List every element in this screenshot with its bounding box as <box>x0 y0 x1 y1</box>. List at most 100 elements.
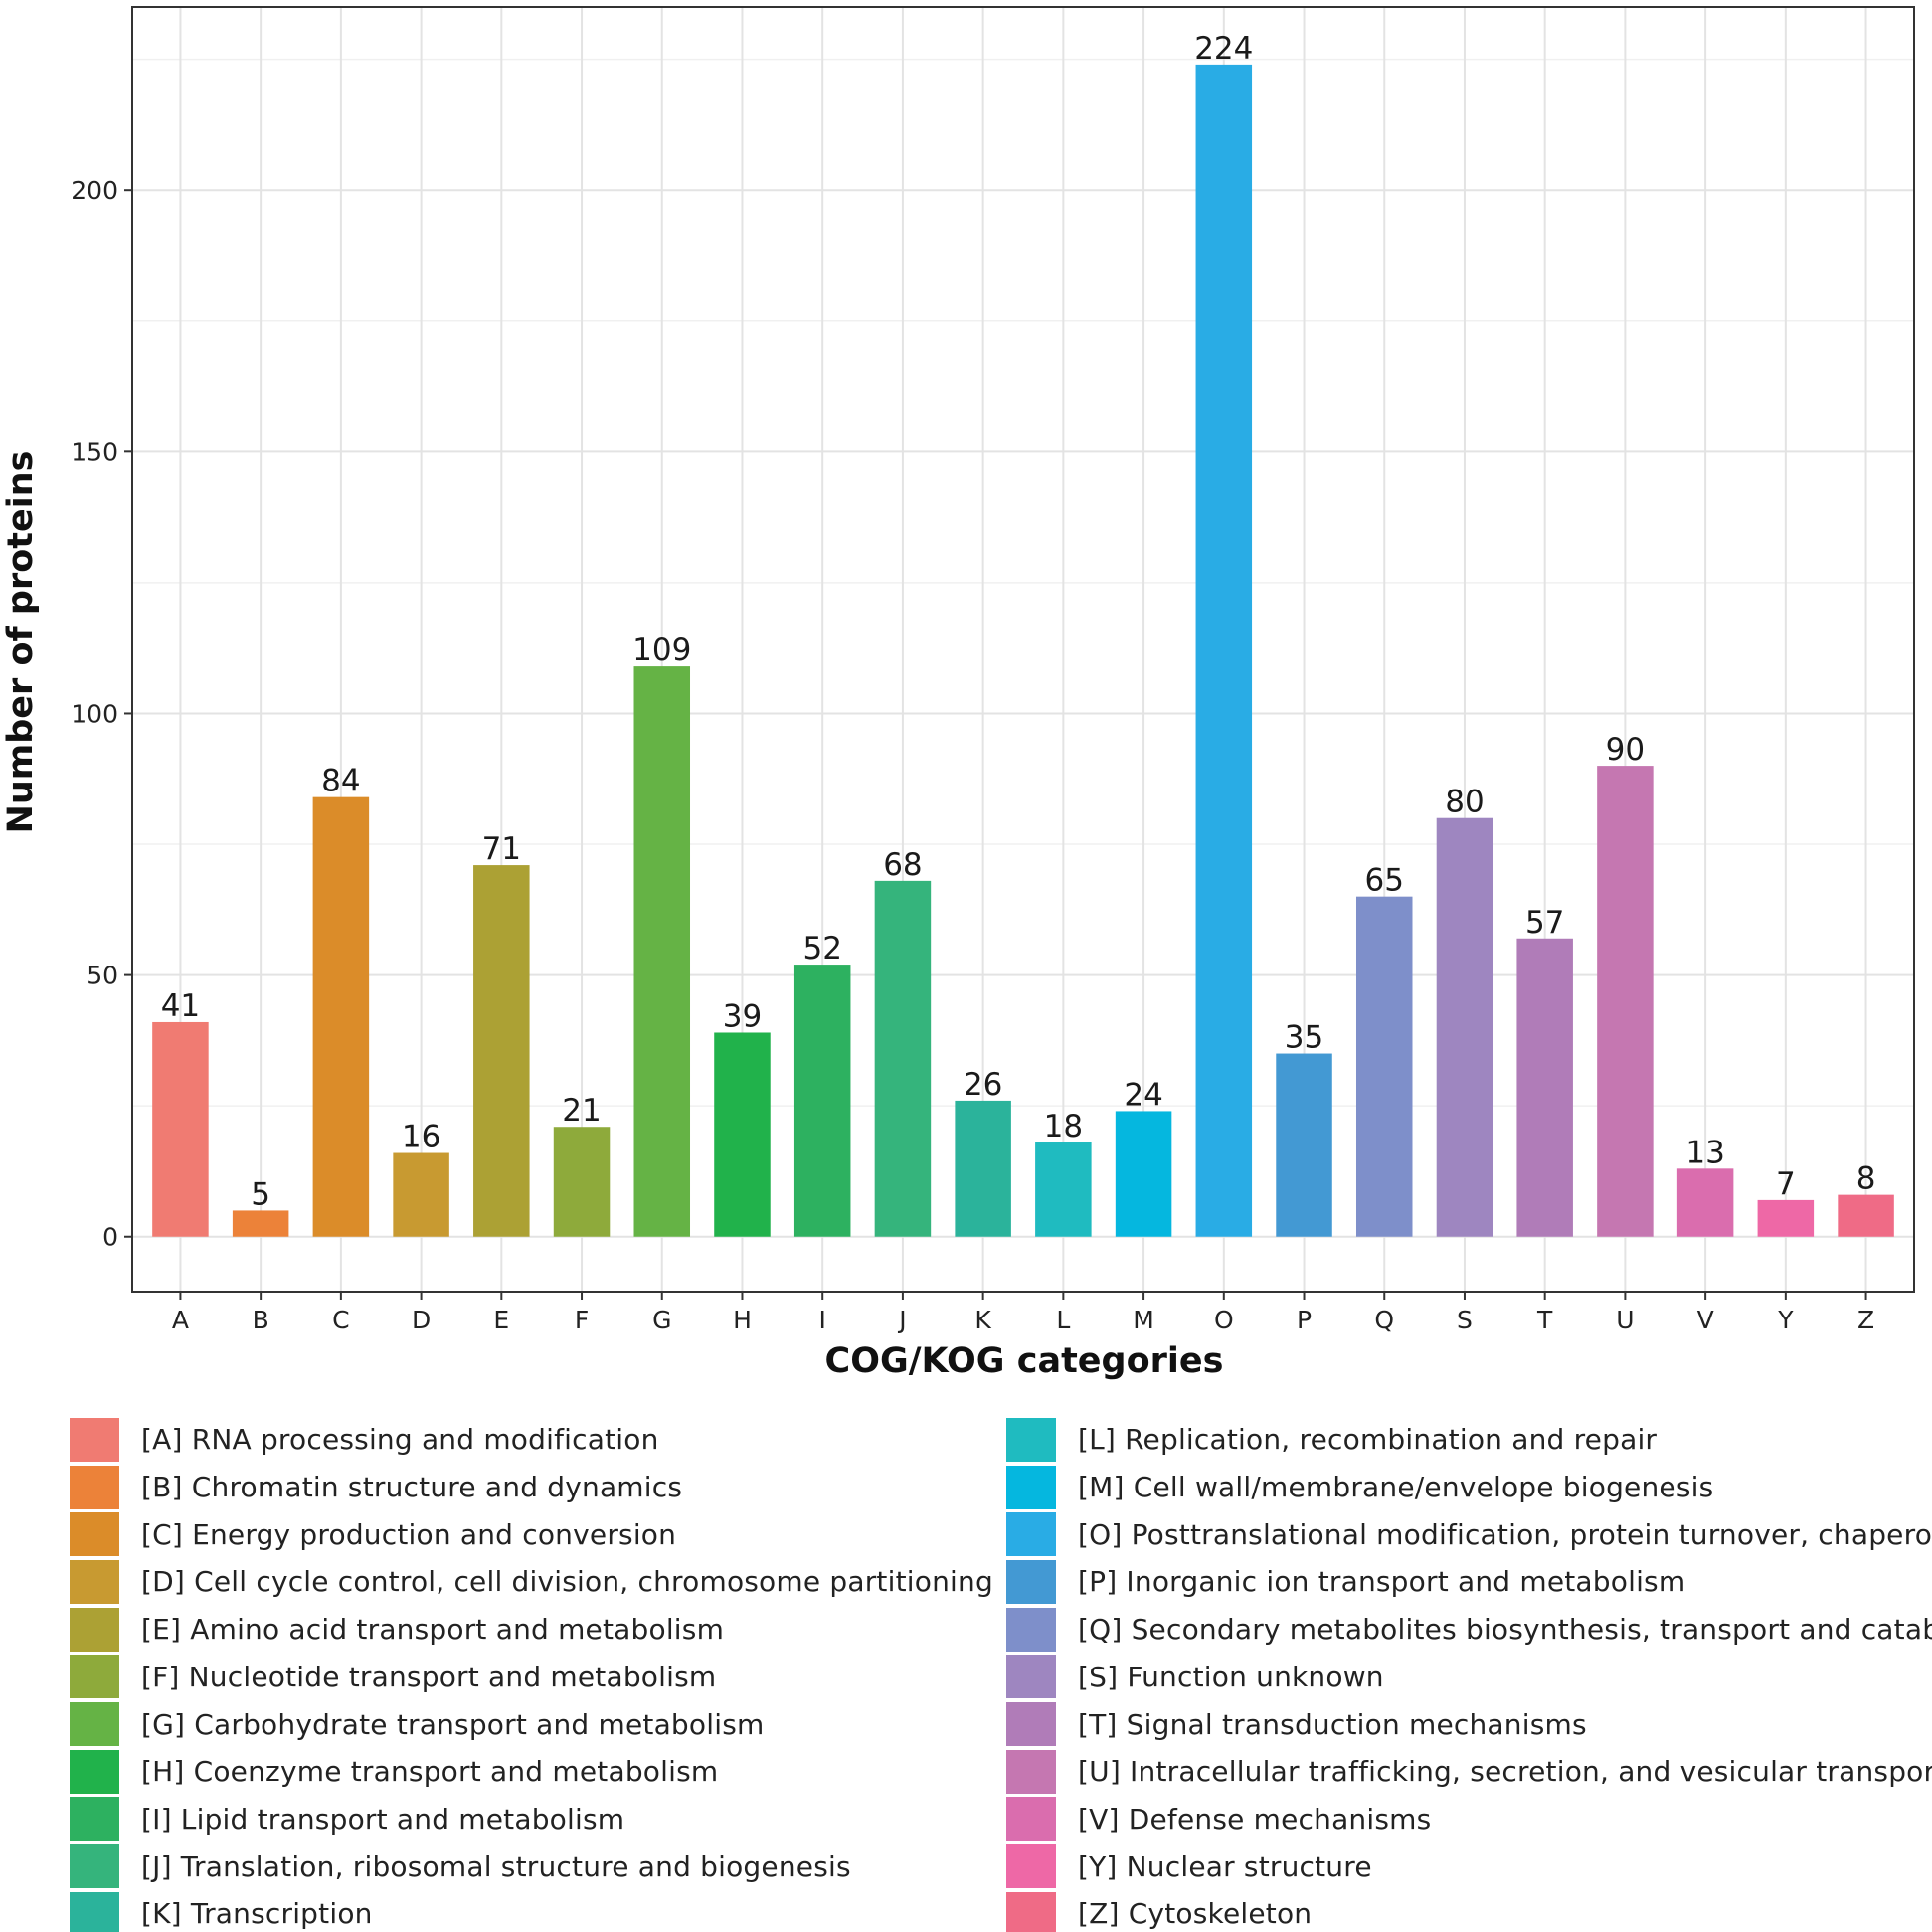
axes: 0 50 100 150 200 A B C D E F G H I J K L M O P Q S T U V Y Z <box>71 176 1874 1334</box>
legend-swatch-I <box>70 1797 119 1842</box>
data-label-O: 224 <box>1194 31 1253 67</box>
legend-swatch-O <box>1006 1512 1056 1557</box>
legend-item-E: [E] Amino acid transport and metabolism <box>70 1606 724 1654</box>
bar-G <box>633 666 691 1237</box>
legend-label-P: [P] Inorganic ion transport and metaboli… <box>1078 1565 1686 1599</box>
legend-label-F: [F] Nucleotide transport and metabolism <box>141 1660 717 1693</box>
x-tick-label-Q: Q <box>1374 1306 1394 1334</box>
x-tick-label-F: F <box>575 1306 589 1334</box>
legend-swatch-H <box>70 1749 119 1794</box>
bar-S <box>1436 817 1493 1237</box>
legend-swatch-G <box>70 1702 119 1747</box>
y-tick-label: 0 <box>102 1223 118 1252</box>
x-tick-label-K: K <box>974 1306 991 1334</box>
legend-swatch-Q <box>1006 1607 1056 1652</box>
bar-U <box>1597 766 1654 1237</box>
legend-swatch-B <box>70 1465 119 1509</box>
x-tick-label-M: M <box>1133 1306 1154 1334</box>
x-tick-label-G: G <box>652 1306 671 1334</box>
bar-P <box>1276 1053 1332 1237</box>
data-label-C: 84 <box>321 764 360 799</box>
bar-Q <box>1355 896 1413 1237</box>
legend-label-B: [B] Chromatin structure and dynamics <box>141 1471 683 1504</box>
legend-item-H: [H] Coenzyme transport and metabolism <box>70 1748 718 1796</box>
bar-I <box>793 965 851 1237</box>
legend-label-E: [E] Amino acid transport and metabolism <box>141 1613 725 1647</box>
x-tick-label-D: D <box>412 1306 431 1334</box>
legend-item-U: [U] Intracellular trafficking, secretion… <box>1006 1748 1932 1796</box>
legend-item-A: [A] RNA processing and modification <box>70 1416 659 1464</box>
bar-O <box>1195 64 1253 1237</box>
data-label-B: 5 <box>251 1176 270 1212</box>
data-label-Z: 8 <box>1856 1161 1876 1197</box>
legend-label-S: [S] Function unknown <box>1078 1660 1384 1693</box>
x-tick-label-H: H <box>733 1306 752 1334</box>
data-label-D: 16 <box>402 1120 440 1155</box>
x-tick-label-P: P <box>1297 1306 1312 1334</box>
x-tick-label-S: S <box>1457 1306 1473 1334</box>
legend-label-I: [I] Lipid transport and metabolism <box>141 1802 625 1836</box>
legend-item-L: [L] Replication, recombination and repai… <box>1006 1416 1657 1464</box>
legend-label-A: [A] RNA processing and modification <box>141 1423 659 1457</box>
x-tick-label-U: U <box>1616 1306 1634 1334</box>
x-tick-label-C: C <box>332 1306 349 1334</box>
legend-item-Y: [Y] Nuclear structure <box>1006 1843 1372 1890</box>
data-label-M: 24 <box>1124 1077 1162 1113</box>
x-tick-label-Z: Z <box>1857 1306 1874 1334</box>
data-label-Q: 65 <box>1365 863 1404 899</box>
legend-item-I: [I] Lipid transport and metabolism <box>70 1796 624 1844</box>
data-label-S: 80 <box>1445 785 1484 820</box>
x-tick-label-L: L <box>1056 1306 1070 1334</box>
legend-item-Q: [Q] Secondary metabolites biosynthesis, … <box>1006 1606 1932 1654</box>
legend-label-Z: [Z] Cytoskeleton <box>1078 1897 1313 1931</box>
legend-swatch-E <box>70 1607 119 1652</box>
legend-label-U: [U] Intracellular trafficking, secretion… <box>1078 1755 1932 1789</box>
x-tick-label-A: A <box>172 1306 189 1334</box>
bar-L <box>1035 1142 1092 1237</box>
bar-J <box>874 880 932 1237</box>
data-label-F: 21 <box>562 1093 601 1129</box>
x-tick-label-T: T <box>1536 1306 1553 1334</box>
legend-label-M: [M] Cell wall/membrane/envelope biogenes… <box>1078 1471 1714 1504</box>
legend-swatch-U <box>1006 1749 1056 1794</box>
bar-K <box>955 1100 1011 1237</box>
legend-item-O: [O] Posttranslational modification, prot… <box>1006 1510 1932 1558</box>
legend-item-B: [B] Chromatin structure and dynamics <box>70 1464 682 1511</box>
bar-C <box>312 796 370 1237</box>
data-label-J: 68 <box>883 847 922 883</box>
x-tick-label-Y: Y <box>1777 1306 1794 1334</box>
x-tick-label-B: B <box>253 1306 269 1334</box>
legend-swatch-Z <box>1006 1891 1056 1932</box>
legend-swatch-M <box>1006 1465 1056 1509</box>
data-label-V: 13 <box>1685 1135 1724 1170</box>
legend-label-V: [V] Defense mechanisms <box>1078 1802 1432 1836</box>
legend-swatch-T <box>1006 1702 1056 1747</box>
bar-D <box>393 1152 449 1237</box>
legend-swatch-S <box>1006 1655 1056 1699</box>
legend-item-P: [P] Inorganic ion transport and metaboli… <box>1006 1558 1685 1606</box>
legend-label-C: [C] Energy production and conversion <box>141 1517 677 1551</box>
y-tick-label: 100 <box>71 699 118 728</box>
y-tick-label: 200 <box>71 176 118 205</box>
bar-H <box>714 1032 771 1237</box>
legend-item-C: [C] Energy production and conversion <box>70 1510 676 1558</box>
legend-label-G: [G] Carbohydrate transport and metabolis… <box>141 1707 765 1741</box>
data-label-T: 57 <box>1525 905 1564 941</box>
legend-item-K: [K] Transcription <box>70 1890 373 1932</box>
legend-swatch-A <box>70 1417 119 1462</box>
bar-Z <box>1838 1194 1894 1237</box>
bar-F <box>553 1127 611 1237</box>
data-labels: 41 5 84 16 71 21 109 39 52 68 26 18 24 224 35 65 80 57 90 1… <box>161 31 1876 1213</box>
legend-item-F: [F] Nucleotide transport and metabolism <box>70 1654 716 1701</box>
bar-Y <box>1757 1199 1815 1237</box>
x-tick-label-E: E <box>493 1306 509 1334</box>
x-tick-label-O: O <box>1214 1306 1234 1334</box>
legend-swatch-Y <box>1006 1844 1056 1889</box>
legend-item-G: [G] Carbohydrate transport and metabolis… <box>70 1700 764 1748</box>
data-label-A: 41 <box>161 988 200 1024</box>
y-tick-label: 150 <box>71 438 118 466</box>
legend-label-J: [J] Translation, ribosomal structure and… <box>141 1849 851 1883</box>
legend-swatch-K <box>70 1891 119 1932</box>
bar-E <box>473 865 530 1237</box>
bar-V <box>1676 1168 1734 1237</box>
